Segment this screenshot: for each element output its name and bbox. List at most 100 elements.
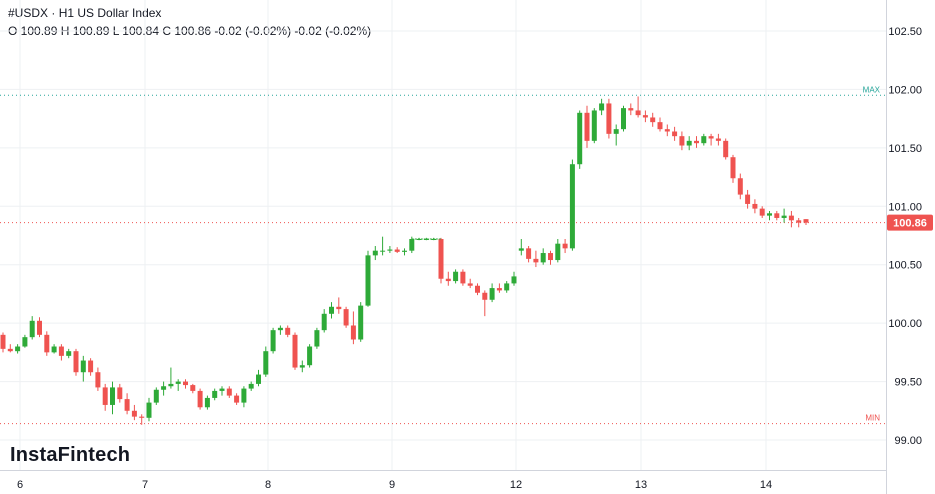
candle-down xyxy=(343,306,349,328)
candle-up xyxy=(569,159,575,251)
candle-up xyxy=(110,381,115,415)
candle-down xyxy=(438,237,444,284)
candle-body xyxy=(518,248,524,251)
candle-body xyxy=(577,112,583,165)
candle-body xyxy=(650,117,656,123)
candle-down xyxy=(88,358,94,376)
candle-down xyxy=(803,219,809,225)
candle-down xyxy=(635,96,641,118)
candle-body xyxy=(475,285,480,293)
candle-up xyxy=(591,108,597,144)
candle-up xyxy=(423,237,429,241)
candle-down xyxy=(679,131,685,151)
time-axis[interactable]: 6 7 8 9 12 13 14 xyxy=(17,479,772,491)
candle-up xyxy=(146,397,152,422)
candle-up xyxy=(277,325,283,335)
candle-body xyxy=(511,276,517,284)
candle-up xyxy=(540,248,546,265)
candle-body xyxy=(774,213,780,218)
candle-down xyxy=(584,105,590,148)
candle-down xyxy=(642,110,648,123)
candle-body xyxy=(277,327,283,331)
candle-up xyxy=(365,250,371,307)
candle-up xyxy=(555,239,561,263)
candle-body xyxy=(467,283,473,286)
candle-body xyxy=(723,140,729,158)
price-tick-label: 102.50 xyxy=(888,26,922,38)
candle-up xyxy=(263,346,269,377)
candle-body xyxy=(190,385,196,391)
candle-down xyxy=(650,112,656,127)
candle-body xyxy=(591,110,597,141)
candle-body xyxy=(285,327,291,335)
grid-lines xyxy=(0,0,887,494)
candle-down xyxy=(7,344,13,353)
candle-body xyxy=(51,346,57,353)
candle-body xyxy=(73,351,79,373)
candle-body xyxy=(168,383,174,387)
candle-body xyxy=(350,325,356,340)
candle-body xyxy=(241,388,247,403)
candle-body xyxy=(445,278,451,282)
candle-up xyxy=(51,344,57,354)
candle-body xyxy=(95,372,101,388)
candle-body xyxy=(219,388,225,391)
candle-down xyxy=(496,283,502,293)
candle-body xyxy=(628,108,634,111)
candle-body xyxy=(540,253,546,263)
candle-body xyxy=(248,383,254,389)
candle-down xyxy=(752,199,758,214)
candle-body xyxy=(153,389,159,403)
candle-down xyxy=(0,332,6,353)
candle-down xyxy=(190,383,196,394)
candle-up xyxy=(299,360,305,373)
candle-body xyxy=(197,390,203,408)
price-tick-label: 100.00 xyxy=(888,318,922,330)
candle-body xyxy=(80,360,86,373)
candle-body xyxy=(555,243,561,261)
candle-body xyxy=(621,108,626,130)
candle-down xyxy=(102,383,108,411)
candle-down xyxy=(475,283,480,296)
candle-body xyxy=(423,239,429,241)
candle-body xyxy=(788,215,794,221)
candle-body xyxy=(803,219,809,223)
candle-down xyxy=(445,271,451,286)
candle-down xyxy=(708,133,714,146)
candle-down xyxy=(234,393,240,405)
candle-down xyxy=(482,290,488,317)
candle-body xyxy=(781,215,787,218)
candle-body xyxy=(453,271,459,282)
candle-body xyxy=(0,334,6,349)
time-tick-label: 8 xyxy=(265,479,271,491)
candle-down xyxy=(197,388,203,410)
candle-up xyxy=(402,248,407,256)
candle-up xyxy=(504,281,510,293)
candle-body xyxy=(372,250,378,256)
price-tick-label: 102.00 xyxy=(888,84,922,96)
candle-body xyxy=(299,365,305,368)
candle-body xyxy=(234,395,240,403)
time-tick-label: 12 xyxy=(510,479,522,491)
candle-down xyxy=(58,344,64,361)
candle-body xyxy=(745,194,751,204)
price-axis[interactable]: 99.00 99.50 100.00 100.50 101.00 101.50 102.00… xyxy=(887,26,933,447)
candle-body xyxy=(657,122,663,130)
candle-body xyxy=(124,399,130,411)
candle-down xyxy=(44,331,50,356)
candle-up xyxy=(518,239,524,256)
candle-down xyxy=(715,133,721,146)
candle-up xyxy=(15,344,21,354)
candle-up xyxy=(168,367,174,389)
time-tick-label: 13 xyxy=(635,479,647,491)
candle-up xyxy=(599,98,605,116)
candle-body xyxy=(694,140,699,144)
candle-up xyxy=(80,355,86,382)
price-tick-label: 101.00 xyxy=(888,201,922,213)
candle-down xyxy=(336,297,342,314)
candle-down xyxy=(37,317,42,338)
candle-body xyxy=(263,351,269,375)
candle-up xyxy=(307,344,313,368)
candle-down xyxy=(672,126,678,141)
